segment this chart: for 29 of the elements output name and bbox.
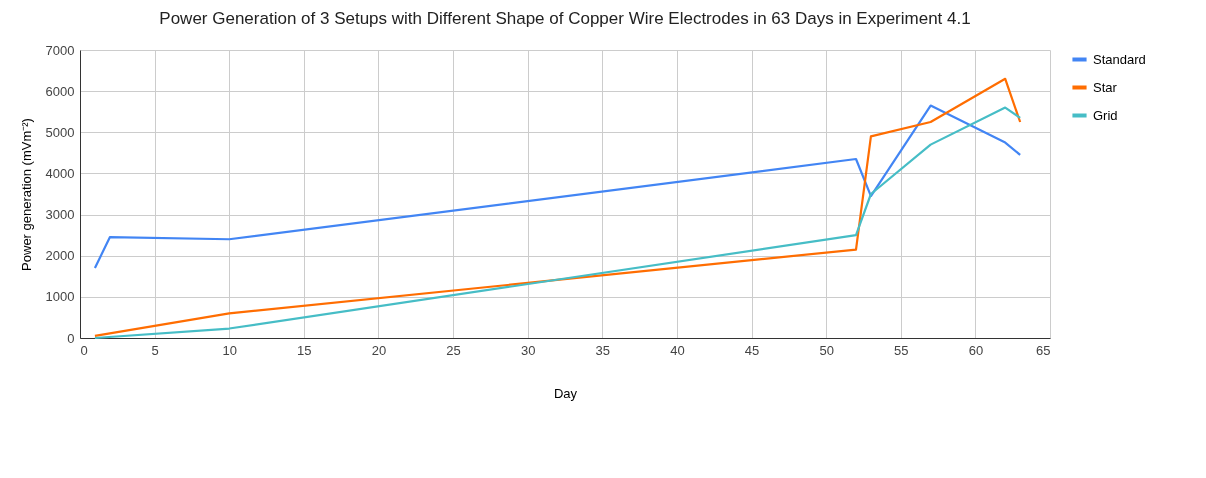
x-tick-label: 50 xyxy=(819,342,834,358)
y-tick-label: 0 xyxy=(67,330,75,346)
legend-label: Star xyxy=(1093,79,1118,95)
x-tick-label: 60 xyxy=(968,342,984,358)
x-tick-label: 45 xyxy=(744,342,760,358)
x-tick-label: 35 xyxy=(595,342,611,358)
x-tick-label: 65 xyxy=(1036,342,1051,358)
x-tick-label: 30 xyxy=(520,342,536,358)
y-tick-label: 5000 xyxy=(45,124,75,140)
y-tick-label: 7000 xyxy=(45,42,75,58)
x-tick-label: 20 xyxy=(371,342,387,358)
line-series xyxy=(93,104,1022,270)
x-tick-label: 10 xyxy=(222,342,237,358)
x-tick-label: 15 xyxy=(297,342,312,358)
y-tick-label: 1000 xyxy=(45,289,75,305)
x-tick-label: 25 xyxy=(446,342,461,358)
y-tick-label: 6000 xyxy=(45,83,75,99)
x-axis-title: Day xyxy=(553,385,578,401)
chart-title: Power Generation of 3 Setups with Different Shape of Copper Wire Electrodes in 63 Days in Experiment 4.1 xyxy=(159,9,971,28)
legend-label: Grid xyxy=(1093,107,1118,123)
y-tick-label: 2000 xyxy=(45,248,75,264)
x-tick-label: 40 xyxy=(670,342,685,358)
y-tick-label: 3000 xyxy=(45,207,75,223)
x-tick-label: 5 xyxy=(151,342,159,358)
x-tick-label: 55 xyxy=(894,342,909,358)
y-axis-title: Power generation (mVm⁻²) xyxy=(18,118,34,271)
x-tick-label: 0 xyxy=(80,342,88,358)
legend-label: Standard xyxy=(1093,51,1146,67)
y-tick-label: 4000 xyxy=(45,165,75,181)
